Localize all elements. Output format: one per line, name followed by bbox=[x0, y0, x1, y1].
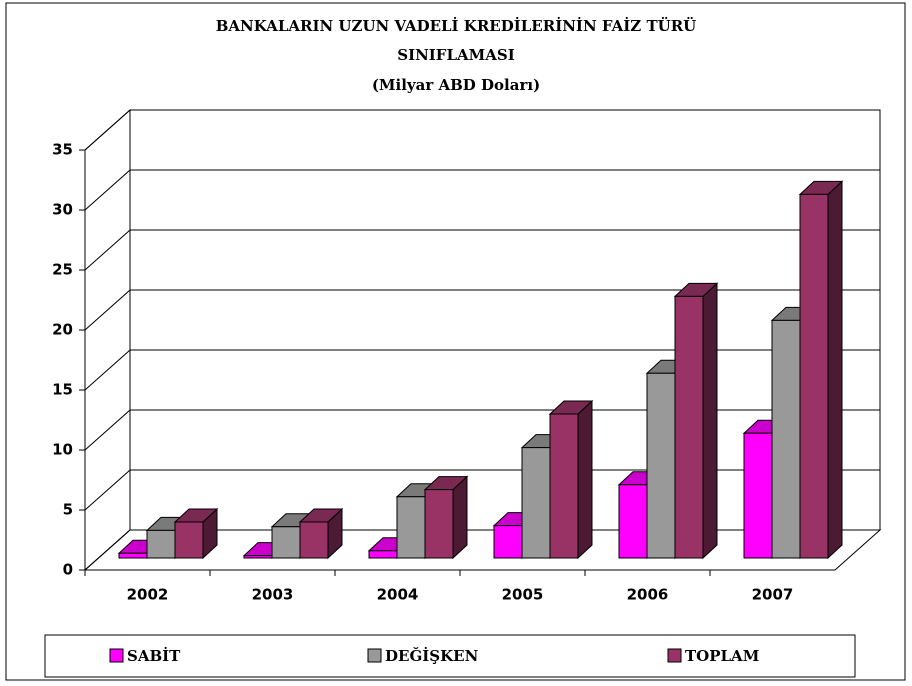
y-tick-label: 15 bbox=[52, 381, 73, 399]
grid-line bbox=[84, 289, 880, 331]
y-tick-label: 0 bbox=[63, 561, 73, 579]
bar-front bbox=[799, 193, 829, 559]
x-tick-label: 2002 bbox=[127, 586, 169, 604]
grid-line bbox=[84, 469, 880, 511]
y-tick-label: 5 bbox=[63, 501, 73, 519]
bar-front bbox=[174, 521, 204, 559]
bar-front bbox=[118, 552, 148, 559]
bar bbox=[548, 399, 594, 560]
bar-front bbox=[771, 319, 801, 559]
bar bbox=[423, 475, 469, 560]
legend-swatch bbox=[667, 648, 682, 663]
legend-swatch bbox=[109, 648, 124, 663]
legend-swatch bbox=[367, 648, 382, 663]
bar-front bbox=[396, 496, 426, 559]
y-tick-label: 30 bbox=[52, 201, 73, 219]
bar-front bbox=[493, 525, 523, 559]
bar-front bbox=[146, 529, 176, 559]
bar-front bbox=[271, 526, 301, 559]
grid-line bbox=[84, 169, 880, 211]
bar bbox=[173, 507, 219, 560]
bar-front bbox=[618, 484, 648, 559]
bar-side bbox=[702, 282, 718, 560]
x-tick-label: 2004 bbox=[377, 586, 419, 604]
y-tick-label: 20 bbox=[52, 321, 73, 339]
chart-title: BANKALARIN UZUN VADELİ KREDİLERİNİN FAİZ… bbox=[216, 16, 697, 35]
chart-title: SINIFLAMASI bbox=[397, 46, 515, 64]
legend-label: TOPLAM bbox=[685, 647, 759, 665]
grid-line bbox=[84, 229, 880, 271]
bar bbox=[798, 180, 844, 560]
legend-label: SABİT bbox=[127, 646, 181, 665]
x-tick-label: 2006 bbox=[627, 586, 669, 604]
bar bbox=[673, 282, 719, 560]
bar-front bbox=[368, 550, 398, 559]
y-tick-label: 35 bbox=[52, 141, 73, 159]
bar-front bbox=[549, 413, 579, 559]
bar-side bbox=[577, 399, 593, 560]
bar-front bbox=[299, 521, 329, 559]
bar-side bbox=[452, 475, 468, 560]
bar-front bbox=[743, 432, 773, 559]
x-tick-label: 2003 bbox=[252, 586, 294, 604]
grid-line bbox=[84, 109, 880, 151]
bar-side bbox=[827, 180, 843, 560]
legend-label: DEĞİŞKEN bbox=[385, 646, 479, 665]
y-tick-label: 10 bbox=[52, 441, 73, 459]
x-tick-label: 2007 bbox=[752, 586, 794, 604]
legend-box bbox=[44, 634, 856, 678]
bar-front bbox=[243, 555, 273, 559]
bar bbox=[298, 507, 344, 560]
chart-subtitle: (Milyar ABD Doları) bbox=[372, 76, 540, 94]
y-tick-label: 25 bbox=[52, 261, 73, 279]
grid-line bbox=[84, 349, 880, 391]
bar-front bbox=[674, 295, 704, 559]
x-tick-label: 2005 bbox=[502, 586, 544, 604]
bar-front bbox=[646, 372, 676, 559]
side-wall bbox=[84, 108, 131, 572]
bar-front bbox=[521, 447, 551, 559]
bar-front bbox=[424, 489, 454, 559]
grid-line bbox=[84, 409, 880, 451]
